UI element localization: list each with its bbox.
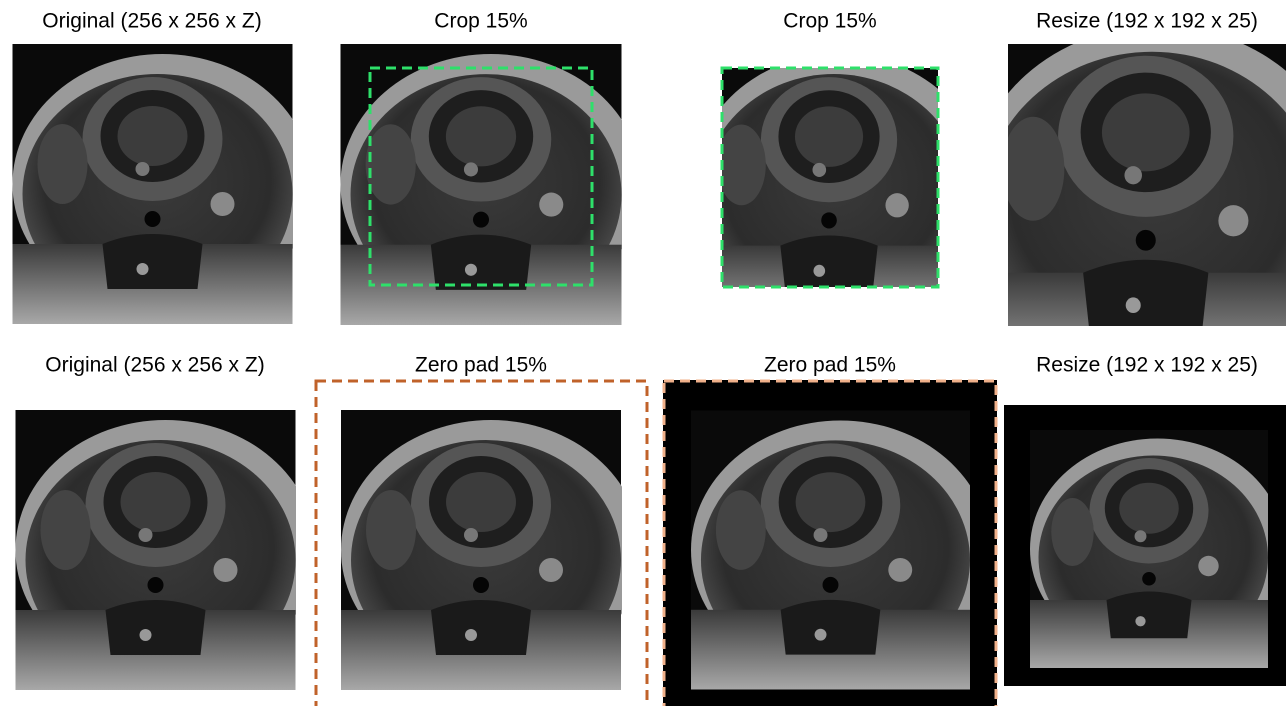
mri-image: [16, 410, 316, 690]
panel-title: Zero pad 15%: [764, 354, 896, 377]
panel-title: Resize (192 x 192 x 25): [1036, 10, 1258, 33]
figure: Original (256 x 256 x Z) Crop 15% Crop 1…: [0, 0, 1286, 706]
panel-title: Crop 15%: [783, 10, 876, 33]
mri-crop: [693, 44, 985, 327]
page: Original (256 x 256 x Z) Crop 15% Crop 1…: [0, 0, 1286, 706]
panel-title: Resize (192 x 192 x 25): [1036, 354, 1258, 377]
panel-title: Original (256 x 256 x Z): [45, 354, 264, 377]
mri-resized: [1030, 430, 1285, 668]
mri-image: [13, 44, 313, 324]
panel-title: Crop 15%: [434, 10, 527, 33]
mri-image: [341, 410, 641, 690]
mri-resized: [970, 13, 1286, 377]
row-2: [16, 380, 1286, 706]
panel-title: Original (256 x 256 x Z): [42, 10, 261, 33]
mri-image: [691, 411, 990, 690]
row-1: [13, 13, 1286, 377]
panel-title: Zero pad 15%: [415, 354, 547, 377]
mri-image: [341, 44, 642, 325]
